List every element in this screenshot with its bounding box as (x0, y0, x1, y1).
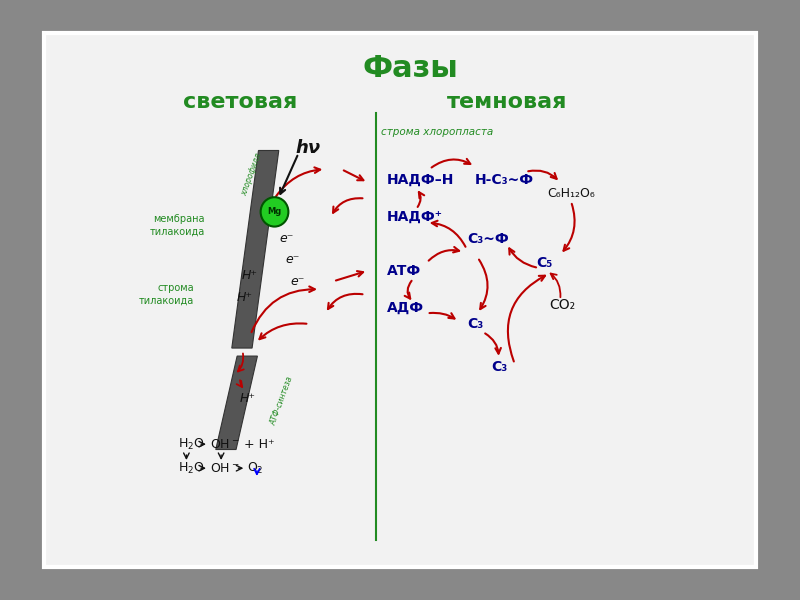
Text: строма хлоропласта: строма хлоропласта (382, 127, 494, 137)
Text: СО₂: СО₂ (550, 298, 576, 313)
Text: АТФ: АТФ (386, 263, 421, 278)
Text: Н-С₃~Ф: Н-С₃~Ф (474, 173, 534, 187)
Text: темновая: темновая (446, 92, 567, 112)
Text: OH$^-$: OH$^-$ (210, 462, 240, 475)
Text: С₃: С₃ (466, 317, 483, 331)
Text: НАДФ–Н: НАДФ–Н (386, 173, 454, 187)
Text: е⁻: е⁻ (285, 253, 299, 266)
Text: НАДФ⁺: НАДФ⁺ (386, 210, 442, 224)
Text: Н⁺: Н⁺ (242, 269, 258, 283)
Text: OH$^-$: OH$^-$ (210, 437, 240, 451)
Text: H$_2$O: H$_2$O (178, 437, 205, 452)
Text: е⁻: е⁻ (290, 275, 305, 288)
Text: + H⁺: + H⁺ (243, 437, 274, 451)
Text: Мg: Мg (267, 208, 282, 217)
Text: хлорофилл: хлорофилл (240, 152, 263, 197)
Polygon shape (216, 356, 258, 449)
Polygon shape (232, 151, 278, 348)
Text: С₃~Ф: С₃~Ф (466, 232, 509, 245)
Text: С₆Н₁₂О₆: С₆Н₁₂О₆ (547, 187, 594, 200)
Text: H$_2$O: H$_2$O (178, 461, 205, 476)
Text: hν: hν (296, 139, 321, 157)
Text: АДФ: АДФ (386, 301, 424, 315)
Text: световая: световая (182, 92, 297, 112)
Text: С₃: С₃ (490, 360, 507, 374)
Text: С₅: С₅ (536, 256, 553, 269)
Ellipse shape (261, 197, 288, 227)
Text: Фазы: Фазы (362, 55, 458, 83)
Text: строма
тилакоида: строма тилакоида (139, 283, 194, 306)
Text: O$_2$: O$_2$ (247, 461, 264, 476)
Text: АТФ-синтеза: АТФ-синтеза (269, 376, 295, 427)
Text: Н⁺: Н⁺ (237, 291, 253, 304)
Text: мембрана
тилакоида: мембрана тилакоида (150, 214, 205, 236)
Text: Н⁺: Н⁺ (240, 392, 256, 405)
Text: е⁻: е⁻ (280, 232, 294, 245)
